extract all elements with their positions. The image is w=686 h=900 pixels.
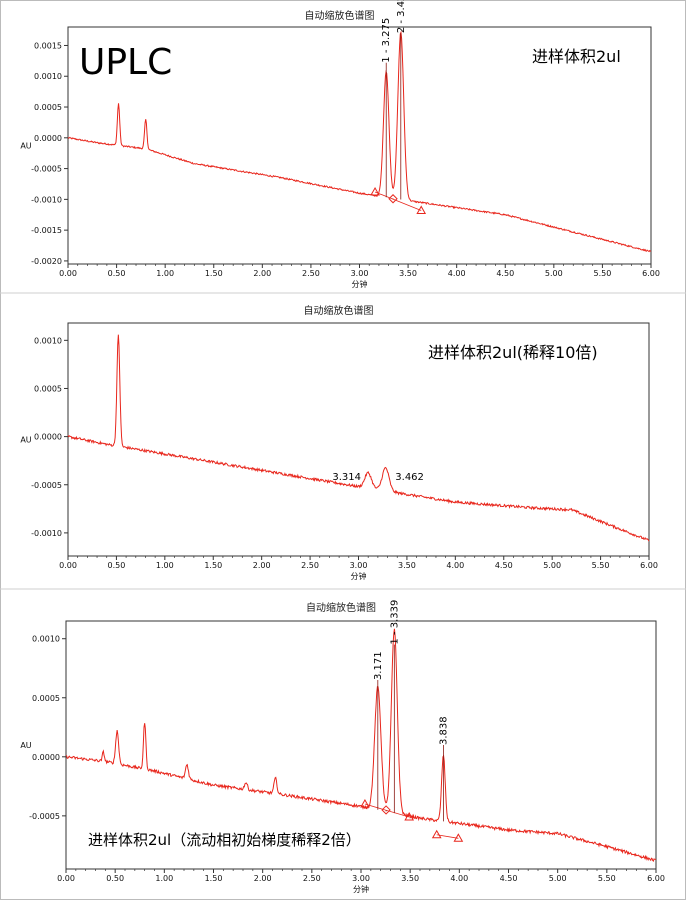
y-tick-label: 0.0010 — [34, 72, 62, 81]
uplc-label: UPLC — [79, 42, 172, 83]
x-tick-label: 1.50 — [205, 269, 223, 278]
x-tick-label: 4.00 — [448, 269, 466, 278]
chromatogram-trace — [67, 334, 650, 542]
x-axis-label: 分钟 — [353, 884, 369, 894]
x-tick-label: 0.50 — [106, 874, 124, 883]
chart-title: 自动缩放色谱图 — [304, 304, 374, 317]
x-tick-label: 5.50 — [598, 874, 616, 883]
chromatogram-panel-2: 自动缩放色谱图 0.00 0.50 1.00 1.50 2.00 2.50 3.00 3.50 4… — [20, 304, 658, 581]
injection-note: 进样体积2ul — [532, 47, 621, 66]
chart-title: 自动缩放色谱图 — [306, 601, 376, 614]
y-tick-label: -0.0010 — [31, 529, 62, 538]
x-tick-label: 2.50 — [302, 269, 320, 278]
x-tick-label: 6.00 — [642, 269, 660, 278]
peak-valley-marker — [381, 805, 391, 815]
integration-baseline — [364, 803, 410, 818]
injection-note: 进样体积2ul（流动相初始梯度稀释2倍） — [88, 831, 361, 849]
x-tick-label: 2.00 — [253, 561, 271, 570]
x-tick-label: 4.50 — [495, 561, 513, 570]
peak-label: 1 - 3.339 — [389, 600, 400, 645]
peak-start-marker — [453, 833, 464, 842]
x-tick-label: 0.00 — [57, 874, 75, 883]
x-tick-label: 2.00 — [253, 269, 271, 278]
y-tick-label: 0.0010 — [34, 336, 62, 345]
injection-note: 进样体积2ul(稀释10倍) — [428, 343, 598, 362]
x-tick-label: 0.50 — [108, 269, 126, 278]
x-tick-label: 5.50 — [592, 561, 610, 570]
y-tick-label: -0.0015 — [31, 226, 62, 235]
y-tick-label: 0.0000 — [34, 433, 62, 442]
x-tick-label: 3.50 — [399, 269, 417, 278]
y-tick-label: -0.0005 — [31, 481, 62, 490]
peak-label: 3.171 — [373, 651, 384, 680]
y-tick-label: 0.0000 — [32, 753, 60, 762]
chromatogram-trace — [65, 628, 657, 863]
peak-label: 1 - 3.275 — [381, 18, 392, 63]
x-tick-label: 3.50 — [398, 561, 416, 570]
peak-valley-marker — [388, 194, 398, 204]
peak-start-marker — [370, 186, 380, 196]
integration-baseline — [374, 191, 422, 211]
peak-label: 3.838 — [438, 716, 449, 745]
x-tick-label: 4.50 — [500, 874, 518, 883]
y-tick-label: -0.0005 — [31, 165, 62, 174]
chart-title: 自动缩放色谱图 — [305, 9, 375, 22]
peak-start-marker — [416, 205, 427, 214]
x-tick-label: 3.50 — [401, 874, 419, 883]
plot-area — [65, 620, 657, 870]
y-axis-label: AU — [20, 142, 31, 151]
peak-label: 3.314 — [332, 472, 361, 483]
x-tick-label: 3.00 — [350, 561, 368, 570]
peak-start-marker — [360, 799, 370, 808]
x-tick-label: 2.50 — [301, 561, 319, 570]
x-axis-label: 分钟 — [351, 571, 367, 581]
x-tick-label: 1.00 — [156, 269, 174, 278]
x-tick-label: 5.00 — [545, 269, 563, 278]
y-tick-label: -0.0020 — [31, 257, 62, 266]
peak-label: 3.462 — [395, 472, 424, 483]
x-tick-label: 0.50 — [108, 561, 126, 570]
x-tick-label: 1.50 — [205, 874, 223, 883]
chromatogram-panel-1: 自动缩放色谱图 0.00 0.50 1.00 1.50 2.00 2.50 3.00 3.50 4… — [20, 0, 660, 289]
y-tick-label: 0.0005 — [34, 103, 62, 112]
x-tick-label: 4.00 — [446, 561, 464, 570]
y-tick-label: 0.0005 — [32, 694, 60, 703]
x-tick-label: 3.00 — [351, 269, 369, 278]
y-tick-label: 0.0005 — [34, 384, 62, 393]
x-tick-label: 2.50 — [303, 874, 321, 883]
y-tick-label: -0.0010 — [31, 195, 62, 204]
plot-area — [67, 322, 650, 557]
x-tick-label: 5.50 — [594, 269, 612, 278]
peak-start-marker — [431, 829, 442, 839]
chromatogram-trace — [67, 30, 652, 253]
y-tick-label: 0.0015 — [34, 41, 62, 50]
x-tick-label: 4.00 — [450, 874, 468, 883]
x-tick-label: 6.00 — [647, 874, 665, 883]
peak-start-marker — [404, 812, 415, 821]
chromatogram-panel-3: 自动缩放色谱图 0.00 0.50 1.00 1.50 2.00 2.50 3.00 3.50 4… — [20, 600, 665, 894]
x-tick-label: 1.50 — [204, 561, 222, 570]
y-tick-label: 0.0010 — [32, 635, 60, 644]
x-tick-label: 2.00 — [254, 874, 272, 883]
x-axis-label: 分钟 — [352, 279, 368, 289]
integration-baseline — [436, 834, 459, 839]
y-axis-label: AU — [20, 741, 31, 750]
plot-area — [67, 26, 652, 265]
y-tick-label: -0.0005 — [29, 812, 60, 821]
x-tick-label: 0.00 — [59, 561, 77, 570]
y-axis-label: AU — [20, 436, 31, 445]
x-tick-label: 0.00 — [59, 269, 77, 278]
x-tick-label: 4.50 — [496, 269, 514, 278]
x-tick-label: 1.00 — [155, 874, 173, 883]
x-tick-label: 6.00 — [640, 561, 658, 570]
x-tick-label: 5.00 — [549, 874, 567, 883]
x-tick-label: 3.00 — [352, 874, 370, 883]
x-tick-label: 1.00 — [156, 561, 174, 570]
peak-label: 2 - 3.425 — [396, 0, 407, 33]
x-tick-label: 5.00 — [543, 561, 561, 570]
y-tick-label: 0.0000 — [34, 134, 62, 143]
